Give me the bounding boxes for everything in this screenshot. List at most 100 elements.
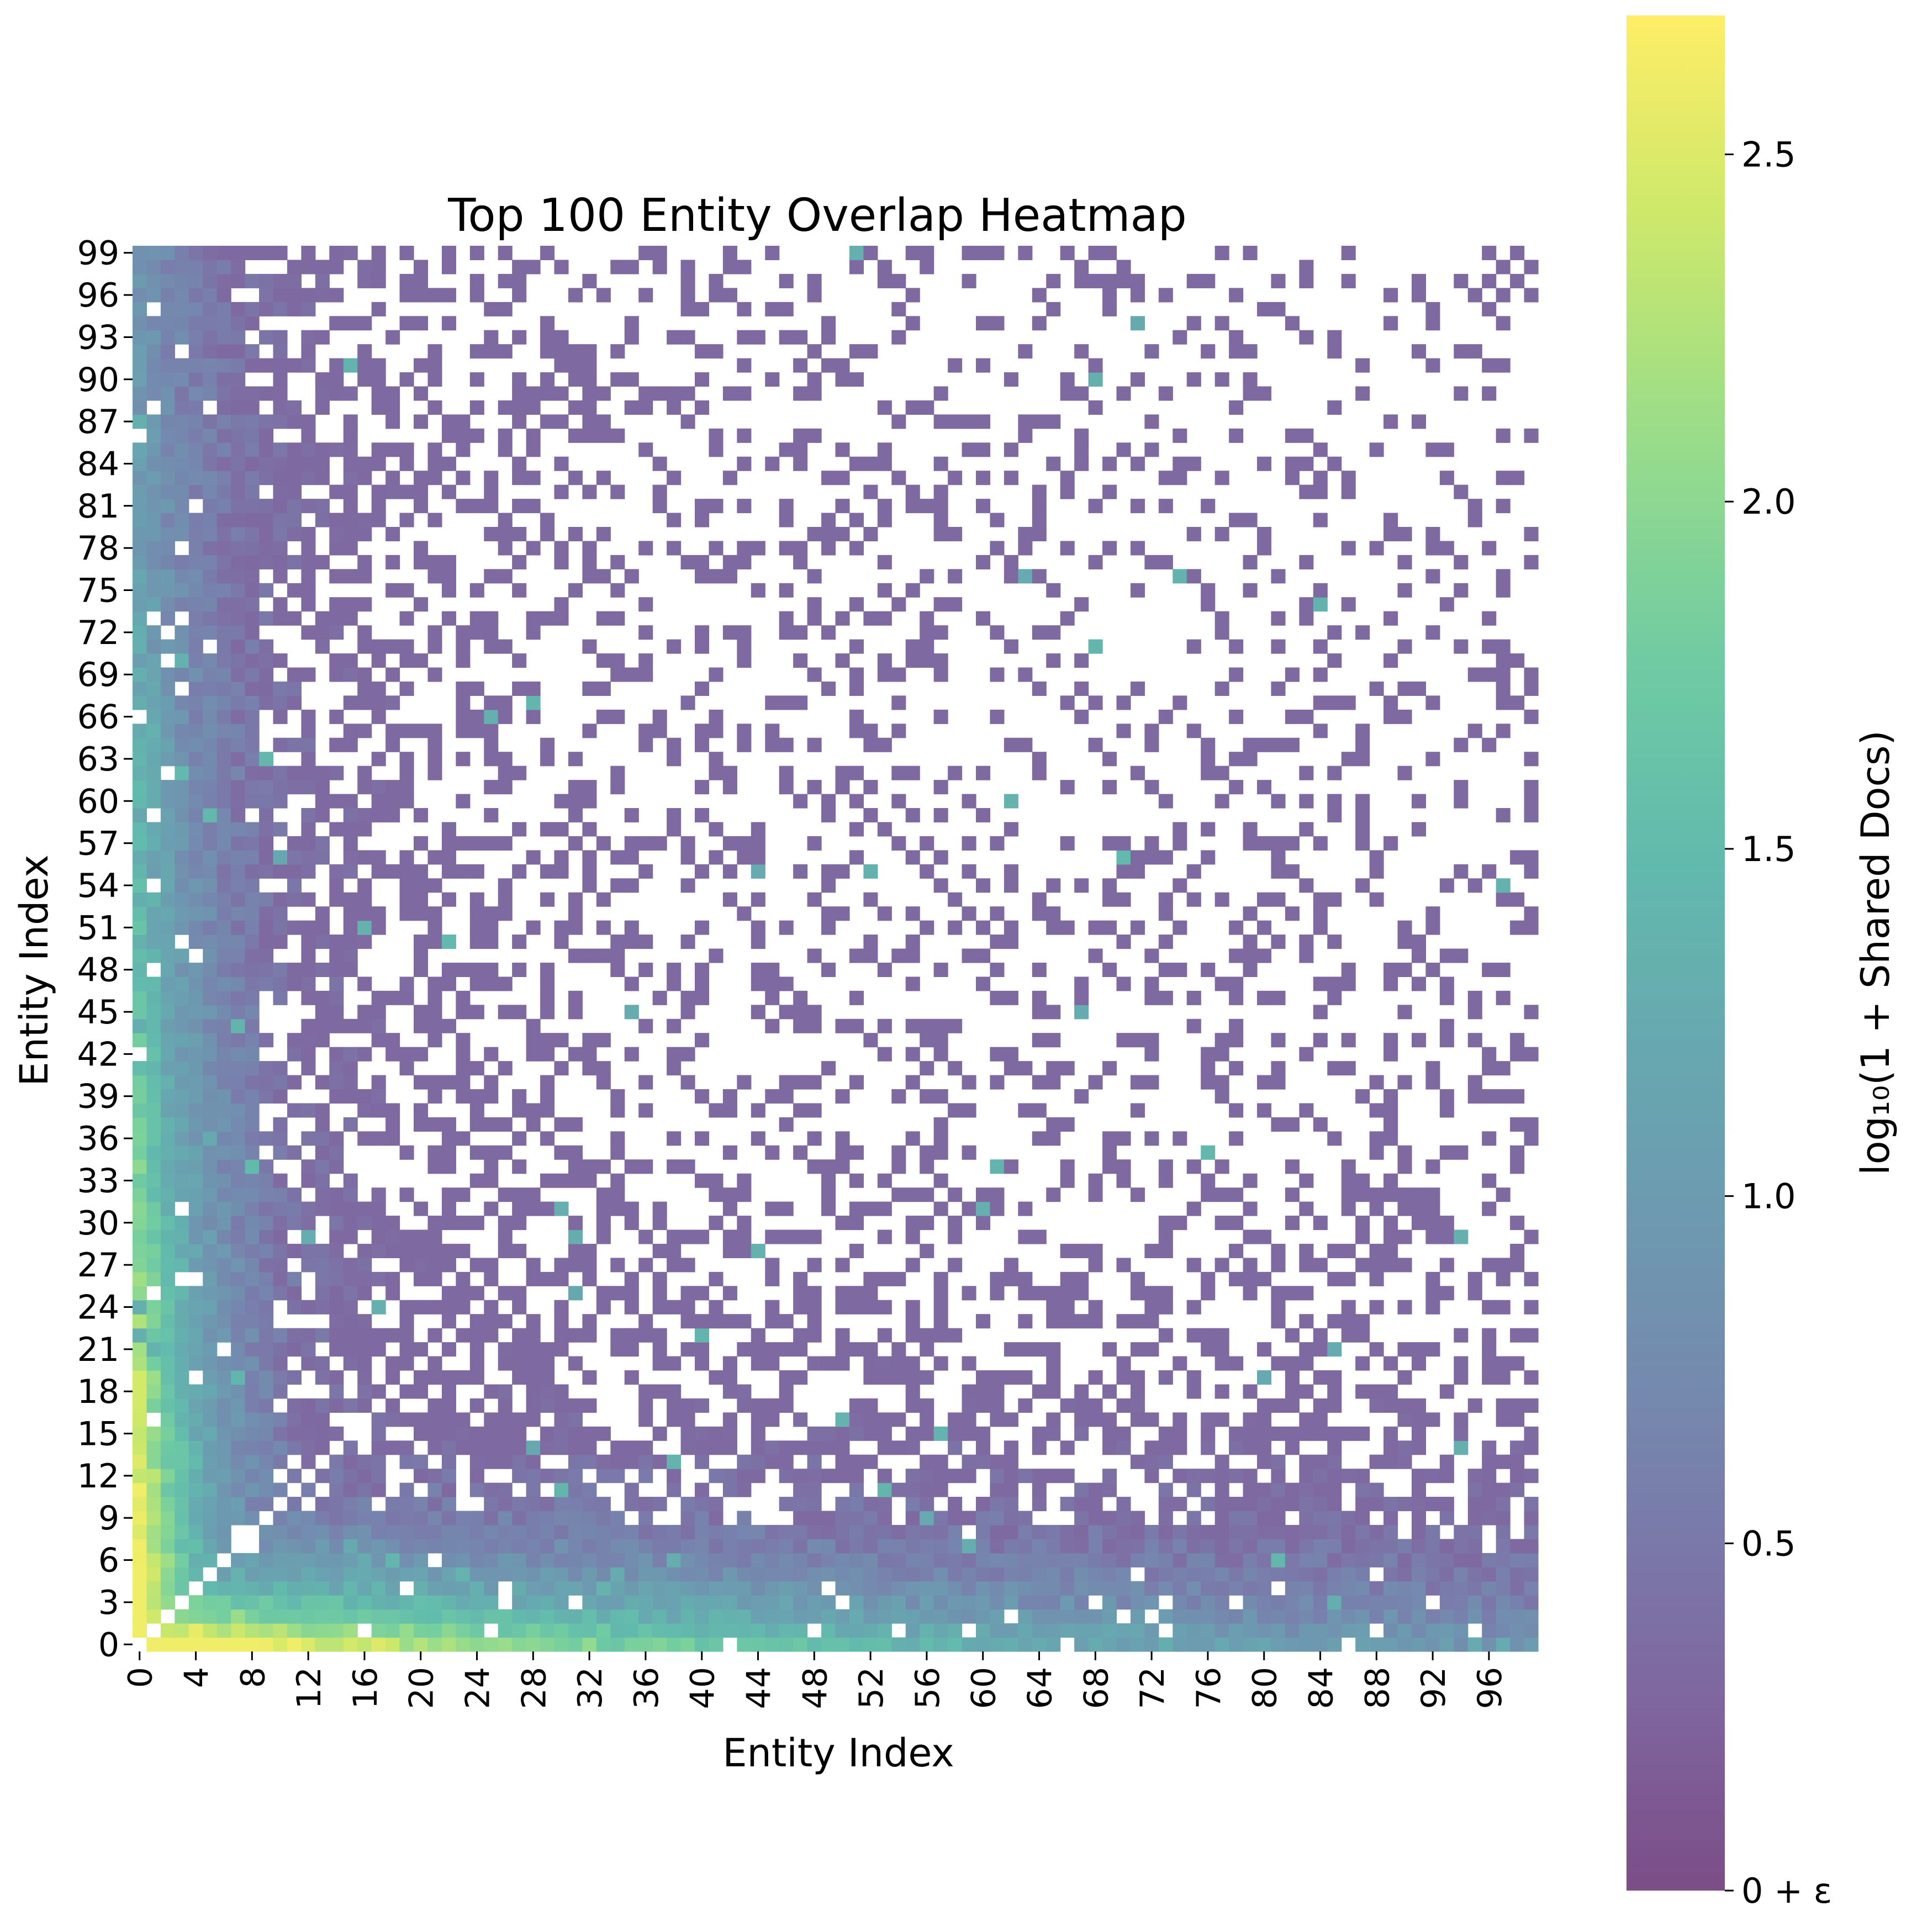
heatmap-cell xyxy=(203,1005,218,1020)
heatmap-cell xyxy=(287,1398,302,1413)
heatmap-cell xyxy=(905,850,920,865)
heatmap-cell xyxy=(160,1398,175,1413)
heatmap-cell xyxy=(1313,695,1328,710)
heatmap-cell xyxy=(427,1356,442,1371)
heatmap-cell xyxy=(216,1609,231,1624)
heatmap-cell xyxy=(1201,1173,1216,1188)
heatmap-cell xyxy=(203,836,218,851)
heatmap-cell xyxy=(216,864,231,879)
heatmap-cell xyxy=(526,1553,541,1567)
heatmap-cell xyxy=(216,597,231,612)
heatmap-cell xyxy=(849,794,864,809)
heatmap-cell xyxy=(146,1314,161,1329)
heatmap-cell xyxy=(315,850,330,865)
heatmap-cell xyxy=(849,990,864,1005)
heatmap-cell xyxy=(652,1356,667,1371)
heatmap-cell xyxy=(1271,1286,1286,1301)
heatmap-cell xyxy=(1411,1440,1426,1455)
heatmap-cell xyxy=(1271,1469,1286,1484)
heatmap-cell xyxy=(1229,1440,1244,1455)
heatmap-cell xyxy=(315,1469,330,1484)
heatmap-cell xyxy=(146,288,161,303)
heatmap-cell xyxy=(484,935,499,949)
heatmap-cell xyxy=(596,1637,611,1652)
heatmap-cell xyxy=(203,1609,218,1624)
heatmap-cell xyxy=(484,611,499,626)
heatmap-cell xyxy=(484,1201,499,1216)
heatmap-cell xyxy=(231,316,246,331)
heatmap-cell xyxy=(680,1075,695,1090)
heatmap-cell xyxy=(1173,836,1187,851)
heatmap-cell xyxy=(160,892,175,907)
heatmap-cell xyxy=(231,948,246,963)
heatmap-cell xyxy=(371,780,386,795)
heatmap-cell xyxy=(1158,1440,1173,1455)
heatmap-cell xyxy=(680,1553,695,1567)
heatmap-cell xyxy=(821,1159,836,1174)
heatmap-cell xyxy=(441,1497,456,1512)
heatmap-cell xyxy=(414,1524,429,1539)
heatmap-cell xyxy=(315,1005,330,1020)
heatmap-cell xyxy=(849,1398,864,1413)
heatmap-cell xyxy=(414,836,429,851)
heatmap-cell xyxy=(905,1623,920,1638)
heatmap-cell xyxy=(160,1356,175,1371)
x-tick-label: 20 xyxy=(403,1667,441,1709)
heatmap-cell xyxy=(216,1243,231,1258)
heatmap-cell xyxy=(835,1553,850,1567)
heatmap-cell xyxy=(399,1047,414,1062)
heatmap-cell xyxy=(1425,1469,1440,1484)
heatmap-cell xyxy=(259,1426,274,1441)
heatmap-cell xyxy=(146,667,161,682)
heatmap-cell xyxy=(540,1342,555,1357)
heatmap-cell xyxy=(1186,1637,1201,1652)
heatmap-cell xyxy=(1496,1061,1511,1076)
heatmap-cell xyxy=(329,653,344,668)
heatmap-cell xyxy=(512,1426,527,1441)
heatmap-cell xyxy=(175,780,189,795)
heatmap-cell xyxy=(160,302,175,316)
heatmap-cell xyxy=(203,414,218,429)
heatmap-cell xyxy=(722,1103,737,1118)
heatmap-cell xyxy=(329,1370,344,1385)
heatmap-cell xyxy=(371,1075,386,1090)
heatmap-cell xyxy=(1173,695,1187,710)
heatmap-cell xyxy=(1425,1342,1440,1357)
y-tick-label: 6 xyxy=(98,1542,119,1580)
heatmap-cell xyxy=(512,1089,527,1104)
heatmap-cell xyxy=(301,1258,316,1273)
heatmap-cell xyxy=(1341,597,1356,612)
heatmap-cell xyxy=(1369,864,1384,879)
heatmap-cell xyxy=(175,471,189,485)
heatmap-cell xyxy=(526,1258,541,1273)
heatmap-cell xyxy=(441,1539,456,1554)
heatmap-cell xyxy=(1397,1637,1412,1652)
heatmap-cell xyxy=(1243,372,1258,387)
heatmap-cell xyxy=(849,1469,864,1484)
heatmap-cell xyxy=(427,1089,442,1104)
heatmap-cell xyxy=(231,681,246,696)
heatmap-cell xyxy=(976,1609,991,1624)
heatmap-cell xyxy=(146,1497,161,1512)
heatmap-cell xyxy=(188,906,203,921)
heatmap-cell xyxy=(737,1609,752,1624)
heatmap-cell xyxy=(582,948,597,963)
heatmap-cell xyxy=(427,1426,442,1441)
heatmap-cell xyxy=(976,1539,991,1554)
heatmap-cell xyxy=(1524,850,1539,865)
heatmap-cell xyxy=(948,1567,963,1582)
heatmap-cell xyxy=(414,260,429,275)
heatmap-cell xyxy=(329,1145,344,1160)
heatmap-cell xyxy=(793,1440,808,1455)
heatmap-cell xyxy=(484,471,499,485)
heatmap-cell xyxy=(399,1637,414,1652)
heatmap-cell xyxy=(133,583,147,598)
heatmap-cell xyxy=(175,948,189,963)
heatmap-cell xyxy=(1186,316,1201,331)
heatmap-cell xyxy=(976,976,991,991)
heatmap-cell xyxy=(160,1145,175,1160)
heatmap-cell xyxy=(512,414,527,429)
heatmap-cell xyxy=(1243,1286,1258,1301)
heatmap-cell xyxy=(990,1159,1005,1174)
heatmap-cell xyxy=(877,1300,892,1315)
